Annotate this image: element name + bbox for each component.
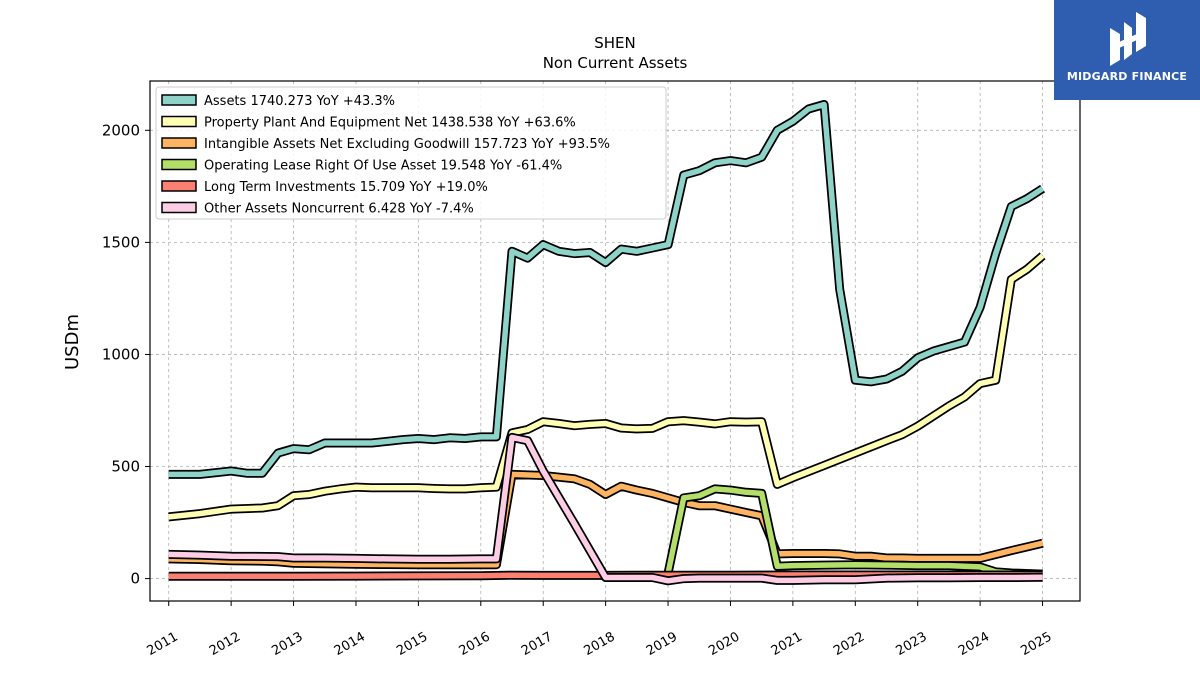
legend-swatch (161, 115, 197, 128)
legend-label: Assets 1740.273 YoY +43.3% (204, 94, 395, 109)
series-line-5 (168, 434, 1043, 584)
legend-swatch (161, 137, 197, 149)
legend-label: Other Assets Noncurrent 6.428 YoY -7.4% (204, 202, 474, 217)
y-axis-label: USDm (62, 314, 83, 370)
y-tick-label: 0 (130, 570, 140, 588)
x-tick-label: 2016 (457, 629, 493, 659)
legend-swatch (161, 158, 197, 171)
series-line-0 (168, 101, 1045, 478)
y-tick-label: 500 (111, 458, 140, 476)
x-tick-label: 2022 (831, 629, 867, 659)
series-line-1 (168, 253, 1045, 520)
y-tick-label: 1000 (102, 345, 140, 363)
x-tick-label: 2012 (207, 629, 243, 659)
legend-label: Property Plant And Equipment Net 1438.53… (204, 116, 576, 131)
legend-label: Long Term Investments 15.709 YoY +19.0% (204, 180, 488, 195)
x-tick-label: 2017 (519, 629, 555, 659)
legend-label: Operating Lease Right Of Use Asset 19.54… (204, 159, 562, 174)
chart-title: SHEN (594, 34, 636, 52)
x-tick-label: 2011 (145, 629, 181, 659)
legend-swatch (161, 201, 197, 214)
y-tick-label: 2000 (102, 121, 140, 139)
x-tick-label: 2020 (706, 629, 742, 659)
legend-label: Intangible Assets Net Excluding Goodwill… (204, 137, 610, 152)
brand-logo: MIDGARD FINANCE (1054, 0, 1200, 100)
plot-frame (149, 80, 1081, 602)
x-tick-label: 2021 (769, 629, 805, 659)
legend-frame (155, 86, 667, 220)
x-tick-label: 2023 (894, 629, 930, 659)
x-tick-label: 2018 (581, 629, 617, 659)
x-tick-label: 2014 (332, 629, 368, 659)
y-tick-label: 1500 (102, 233, 140, 251)
logo-text: MIDGARD FINANCE (1066, 70, 1188, 83)
x-tick-label: 2015 (394, 629, 430, 659)
legend-swatch (161, 94, 197, 106)
x-tick-label: 2024 (956, 629, 992, 659)
grid (150, 81, 1080, 601)
legend-swatch (161, 180, 197, 192)
series-line-2 (168, 471, 1044, 568)
x-tick-label: 2025 (1018, 629, 1054, 659)
series-lines (168, 100, 1046, 586)
series-line-3 (665, 486, 1043, 577)
legend: Assets 1740.273 YoY +43.3% Property Plant… (155, 86, 667, 220)
x-tick-label: 2013 (269, 629, 305, 659)
chart-subtitle: Non Current Assets (543, 54, 688, 72)
x-tick-label: 2019 (644, 629, 680, 659)
logo-mark-icon (1110, 12, 1146, 66)
